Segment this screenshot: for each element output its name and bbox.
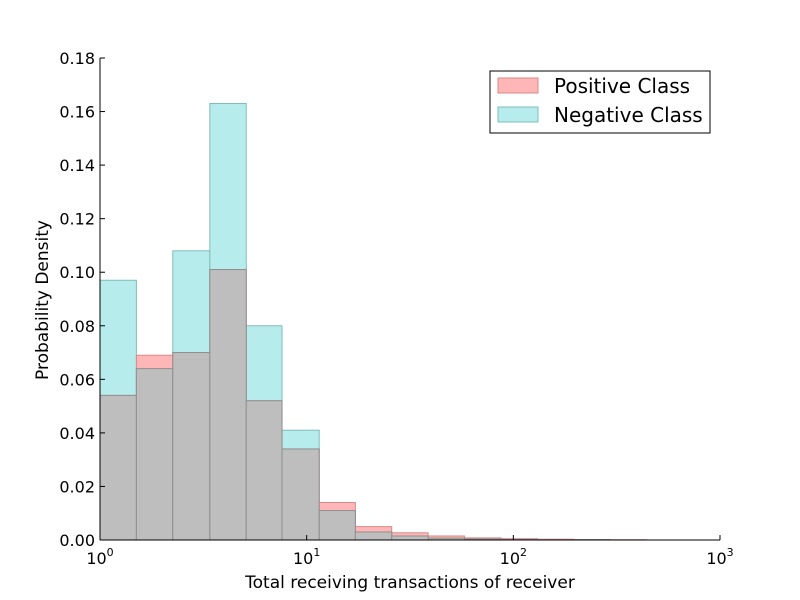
y-tick-label-0: 0.00 [59, 531, 95, 550]
x-tick-label-2: 102 [500, 546, 527, 568]
y-tick-label-8: 0.16 [59, 103, 95, 122]
y-tick-label-9: 0.18 [59, 49, 95, 68]
y-tick-label-7: 0.14 [59, 156, 95, 175]
y-axis-label: Probability Density [33, 220, 53, 380]
y-tick-label-4: 0.08 [59, 317, 95, 336]
overlap-bar-7 [354, 531, 393, 541]
overlap-bar-4 [245, 400, 283, 541]
legend-swatch-negative [497, 106, 539, 123]
x-tick-label-1: 101 [293, 546, 320, 568]
overlap-bar-5 [281, 448, 320, 541]
tick-labels: 0.00 0.02 0.04 0.06 0.08 0.10 0.12 0.14 0.16 0.18… [59, 49, 733, 568]
y-tick-label-3: 0.06 [59, 370, 95, 389]
overlap-bar-8 [391, 535, 429, 541]
y-tick-label-1: 0.02 [59, 477, 95, 496]
legend-label-negative: Negative Class [554, 103, 703, 127]
legend-swatch-positive [497, 77, 539, 94]
y-tick-label-5: 0.10 [59, 263, 95, 282]
overlap-bar-6 [318, 510, 356, 541]
axes [99, 58, 720, 541]
overlap-bar-1 [135, 368, 174, 541]
legend-label-positive: Positive Class [554, 74, 690, 98]
overlap-region-bars [99, 269, 611, 541]
y-tick-label-2: 0.04 [59, 424, 95, 443]
legend: Positive Class Negative Class [489, 70, 711, 134]
x-tick-label-3: 103 [706, 546, 733, 568]
x-axis-label: Total receiving transactions of receiver [244, 573, 575, 593]
overlap-bar-3 [209, 269, 247, 541]
y-tick-label-6: 0.12 [59, 210, 95, 229]
overlap-bar-0 [99, 394, 137, 541]
overlap-bar-2 [172, 352, 211, 541]
x-tick-label-0: 100 [86, 546, 113, 568]
